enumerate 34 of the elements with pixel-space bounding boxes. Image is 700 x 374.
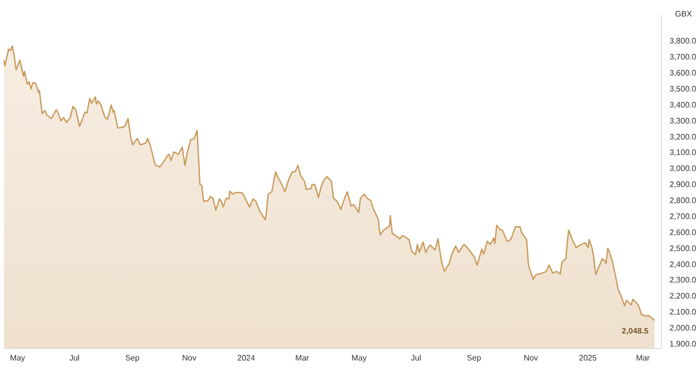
y-tick-label: 3,700.0 xyxy=(670,52,697,62)
y-tick-label: 3,300.0 xyxy=(670,116,697,126)
x-tick-label: Mar xyxy=(636,354,650,362)
y-tick-label: 1,900.0 xyxy=(670,340,697,349)
x-tick-label: Sep xyxy=(125,354,140,362)
y-tick-label: 2,700.0 xyxy=(670,212,697,221)
y-tick-label: 3,400.0 xyxy=(670,100,697,110)
x-tick-label: Nov xyxy=(182,354,196,362)
y-tick-label: 3,800.0 xyxy=(670,36,697,46)
y-tick-label: 2,000.0 xyxy=(670,324,697,333)
y-tick-label: 2,200.0 xyxy=(670,292,697,301)
y-tick-label: 2,800.0 xyxy=(670,196,697,206)
y-tick-label: 2,600.0 xyxy=(670,228,697,237)
annotation: 2,048.5 xyxy=(622,326,650,336)
y-tick-label: 3,000.0 xyxy=(670,164,697,174)
y-tick-label: 2,500.0 xyxy=(670,244,697,253)
y-tick-label: 2,100.0 xyxy=(670,308,697,317)
y-tick-label: 3,500.0 xyxy=(670,84,697,94)
y-tick-label: 2,900.0 xyxy=(670,180,697,190)
y-tick-label: 3,100.0 xyxy=(670,148,697,158)
x-tick-label: 2024 xyxy=(237,354,256,362)
y-axis-title: GBX xyxy=(675,10,693,18)
x-tick-label: May xyxy=(352,354,367,362)
x-tick-label: Jul xyxy=(69,354,80,362)
x-tick-label: Jul xyxy=(410,354,422,362)
x-tick-label: Sep xyxy=(466,354,482,362)
y-tick-label: 2,400.0 xyxy=(670,260,697,269)
x-tick-label: Nov xyxy=(524,354,538,362)
x-tick-label: May xyxy=(10,354,26,362)
x-tick-label: 2025 xyxy=(578,354,598,362)
y-tick-label: 2,300.0 xyxy=(670,276,697,285)
y-tick-label: 3,200.0 xyxy=(670,132,697,142)
x-tick-label: Mar xyxy=(295,354,310,362)
y-tick-label: 3,600.0 xyxy=(670,68,697,78)
